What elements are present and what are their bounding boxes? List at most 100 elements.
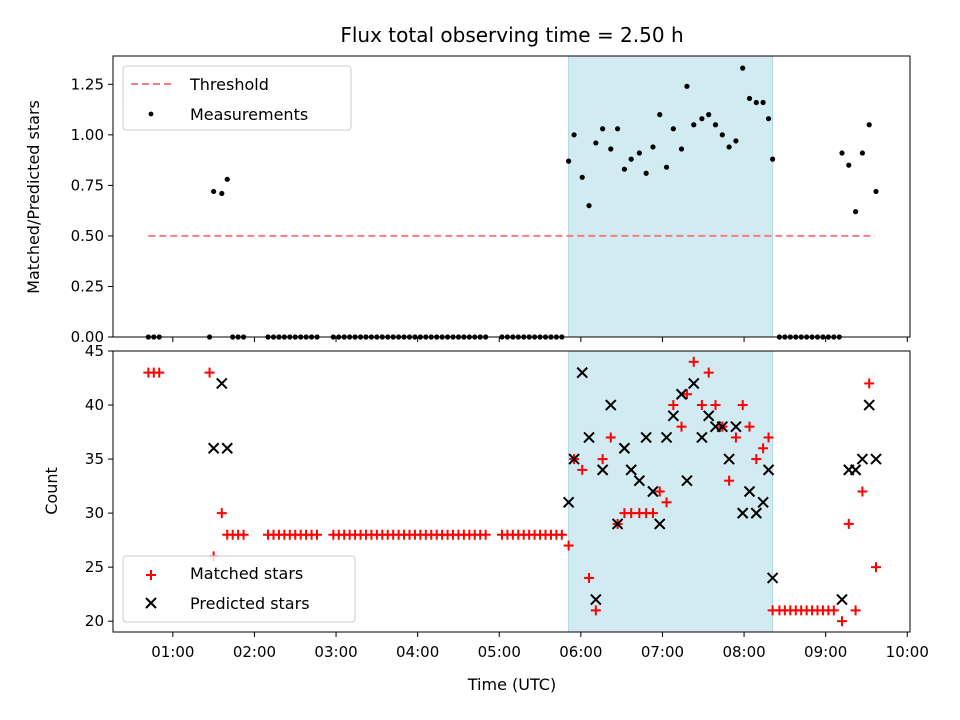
matched-point bbox=[676, 421, 687, 432]
predicted-point bbox=[723, 453, 735, 465]
matched-point bbox=[556, 529, 567, 540]
count-y-tick-label: 35 bbox=[85, 450, 104, 468]
matched-point bbox=[681, 389, 692, 400]
predicted-point bbox=[849, 464, 862, 476]
count-y-ticks: 20 25 30 35 40 45 bbox=[85, 342, 113, 630]
predicted-point bbox=[681, 474, 693, 487]
predicted-point bbox=[576, 366, 588, 379]
x-tick-label: 06:00 bbox=[559, 643, 602, 661]
measurement-point bbox=[621, 166, 627, 172]
predicted-point bbox=[611, 518, 624, 530]
predicted-point bbox=[590, 593, 602, 606]
predicted-point bbox=[216, 377, 228, 390]
predicted-point bbox=[762, 464, 775, 476]
count-y-tick-label: 40 bbox=[85, 396, 104, 414]
ratio-legend-box bbox=[122, 65, 352, 131]
predicted-legend-marker bbox=[145, 597, 157, 609]
ratio-y-axis-label: Matched/Predicted stars bbox=[24, 100, 43, 294]
threshold-legend-label: Threshold bbox=[189, 75, 269, 94]
matched-point bbox=[216, 508, 227, 519]
matched-point bbox=[836, 616, 847, 627]
matched-point bbox=[744, 421, 755, 432]
predicted-point bbox=[654, 518, 666, 530]
predicted-point bbox=[743, 485, 756, 498]
measurement-point bbox=[770, 156, 776, 162]
matched-point bbox=[751, 454, 762, 465]
ratio-y-tick-label: 0.00 bbox=[71, 328, 104, 346]
measurement-point bbox=[691, 122, 697, 128]
measurement-point bbox=[873, 188, 879, 195]
predicted-point bbox=[863, 399, 875, 411]
measurement-point bbox=[765, 116, 772, 122]
predicted-point bbox=[667, 410, 680, 422]
matched-point bbox=[563, 540, 574, 551]
measurement-point bbox=[566, 158, 572, 164]
count-axes-frame bbox=[112, 350, 911, 633]
measurement-point bbox=[670, 126, 676, 132]
predicted-point bbox=[207, 442, 220, 454]
matched-point bbox=[154, 367, 165, 378]
matched-point bbox=[850, 605, 861, 616]
ratio-y-tick-label: 0.50 bbox=[71, 227, 104, 245]
ratio-legend: Threshold Measurements bbox=[122, 65, 352, 131]
matched-point bbox=[758, 443, 769, 454]
matched-point bbox=[654, 486, 665, 497]
measurement-point bbox=[600, 126, 606, 132]
matched-legend-label: Matched stars bbox=[190, 564, 303, 583]
predicted-point bbox=[757, 496, 769, 509]
x-tick-label: 10:00 bbox=[886, 643, 929, 661]
matched-point bbox=[688, 356, 699, 367]
ratio-y-tick-label: 0.25 bbox=[71, 277, 104, 295]
matched-legend-marker bbox=[146, 570, 156, 580]
measurement-point bbox=[614, 126, 621, 132]
count-y-tick-label: 25 bbox=[85, 558, 104, 576]
measurement-point bbox=[643, 170, 649, 176]
matched-point bbox=[480, 529, 491, 540]
measurements-legend-label: Measurements bbox=[190, 105, 308, 124]
count-y-tick-label: 20 bbox=[85, 612, 104, 630]
matched-point bbox=[312, 529, 323, 540]
ratio-panel: 0.00 0.25 0.50 0.75 1.00 1.25 Matched/Predict… bbox=[24, 55, 911, 346]
measurement-point bbox=[753, 99, 759, 106]
measurement-point bbox=[636, 150, 642, 156]
matched-point bbox=[870, 562, 881, 573]
matched-point bbox=[843, 518, 854, 529]
predicted-point bbox=[625, 464, 637, 476]
measurements-layer bbox=[145, 65, 879, 340]
predicted-point bbox=[618, 442, 631, 454]
measurement-point bbox=[211, 188, 217, 195]
measurement-point bbox=[852, 209, 859, 215]
ratio-y-tick-label: 0.75 bbox=[71, 176, 104, 194]
ratio-y-tick-label: 1.25 bbox=[71, 75, 104, 93]
observing-span-top bbox=[568, 55, 774, 338]
measurement-point bbox=[684, 83, 690, 89]
predicted-legend-label: Predicted stars bbox=[190, 594, 310, 613]
measurement-point bbox=[839, 150, 845, 156]
measurement-point bbox=[719, 132, 725, 138]
matched-point bbox=[828, 605, 839, 616]
predicted-point bbox=[583, 431, 595, 444]
predicted-point bbox=[716, 420, 729, 433]
predicted-point bbox=[870, 453, 882, 465]
predicted-point bbox=[696, 431, 708, 444]
x-tick-label: 02:00 bbox=[233, 643, 276, 661]
predicted-point bbox=[605, 399, 617, 411]
measurement-point bbox=[579, 174, 585, 180]
x-tick-label: 03:00 bbox=[314, 643, 357, 661]
measurement-point bbox=[650, 144, 656, 150]
matched-stars-layer bbox=[143, 356, 881, 627]
measurement-point bbox=[866, 122, 872, 128]
count-x-ticks: 01:00 02:00 03:00 04:00 05:00 06:00 07:00 08:00… bbox=[151, 632, 929, 661]
predicted-point bbox=[633, 474, 646, 487]
predicted-point bbox=[836, 593, 848, 606]
chart-title: Flux total observing time = 2.50 h bbox=[340, 23, 683, 47]
measurement-point bbox=[859, 150, 865, 156]
measurement-point bbox=[593, 140, 599, 146]
matched-point bbox=[737, 400, 748, 411]
x-tick-label: 04:00 bbox=[396, 643, 439, 661]
measurement-point bbox=[699, 116, 705, 122]
predicted-point bbox=[750, 507, 763, 519]
measurement-point bbox=[760, 99, 766, 106]
measurement-point bbox=[586, 202, 592, 209]
predicted-point bbox=[856, 453, 869, 465]
